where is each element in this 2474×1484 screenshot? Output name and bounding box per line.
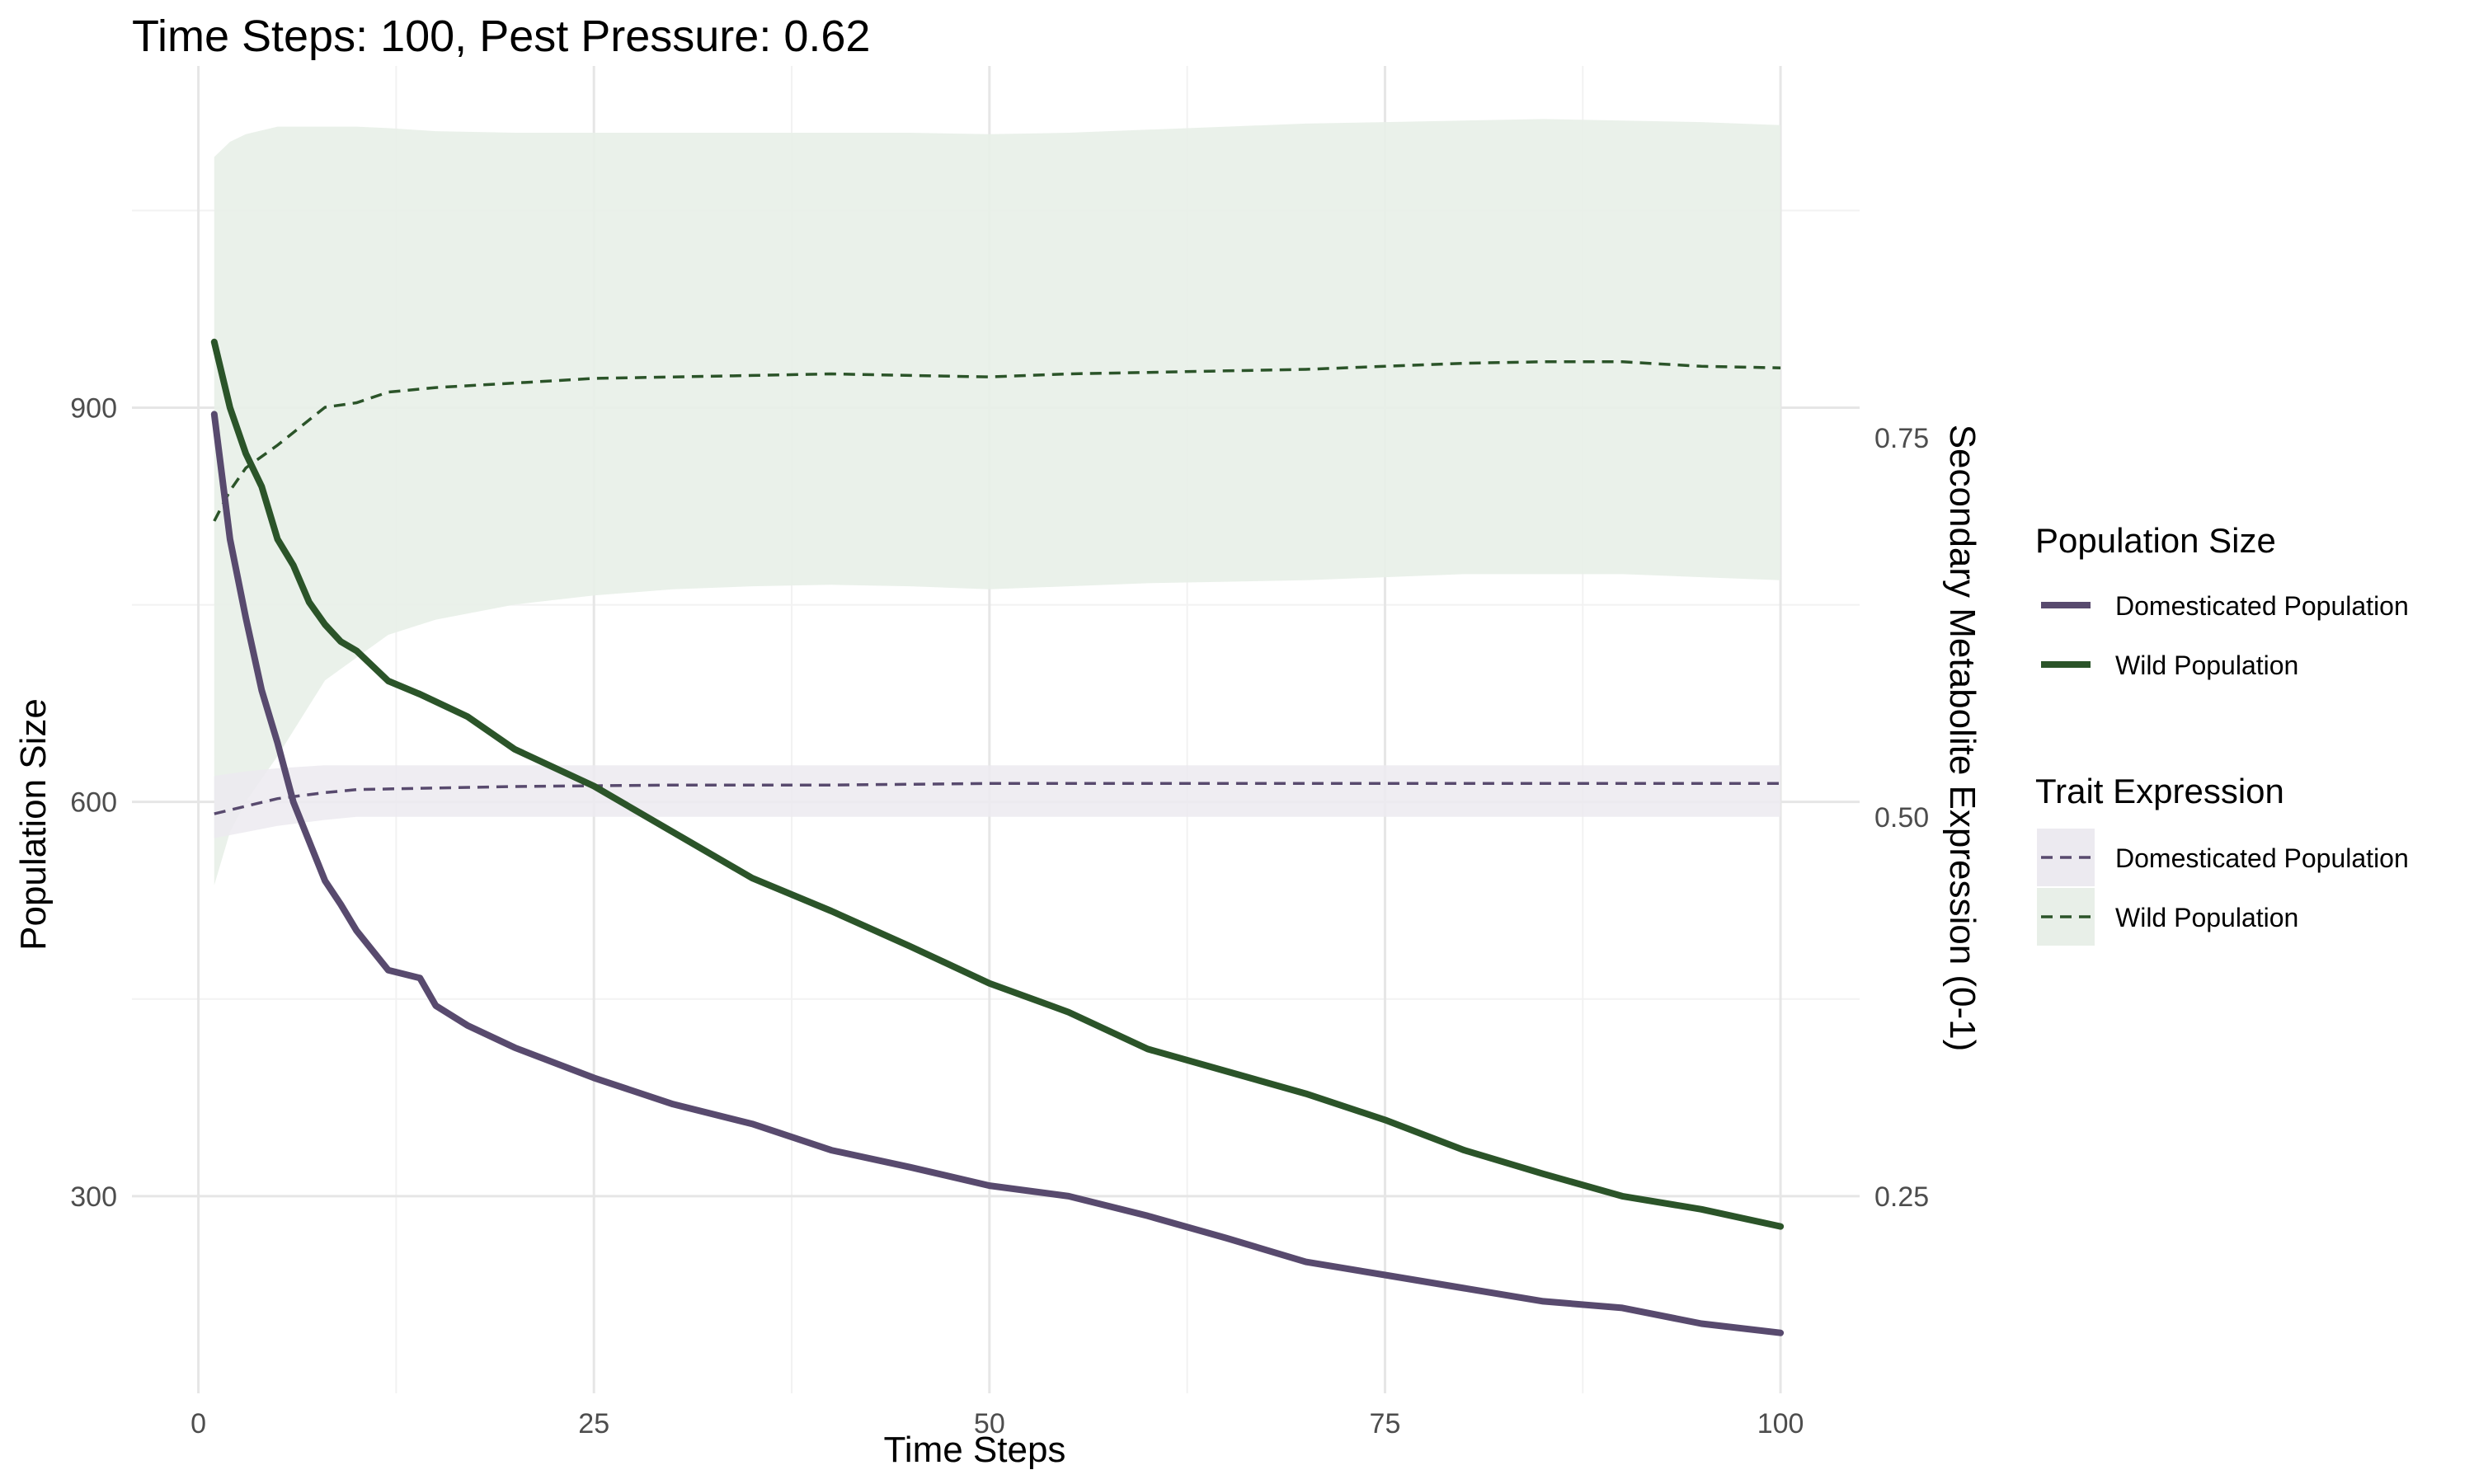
y2-tick-label: 0.50 <box>1874 802 1929 834</box>
band-domesticated-trait <box>214 765 1781 838</box>
series-lines <box>210 338 1785 1336</box>
trait-line-wild <box>213 360 1781 522</box>
chart-title: Time Steps: 100, Pest Pressure: 0.62 <box>132 12 870 61</box>
y-axis-title: Population Size <box>13 698 54 951</box>
y2-tick-label: 0.75 <box>1874 423 1929 454</box>
x-tick-label: 50 <box>974 1408 1005 1439</box>
y-tick-label: 900 <box>70 392 117 424</box>
legend-label-wild-trait: Wild Population <box>2115 903 2298 932</box>
x-tick-label: 100 <box>1757 1408 1804 1439</box>
y2-tick-label: 0.25 <box>1874 1181 1929 1213</box>
legend-label-domesticated-trait: Domesticated Population <box>2115 843 2409 873</box>
tick-labels: 0 25 50 75 100 300 600 900 0.25 0.50 0.75 <box>70 392 1929 1439</box>
legend-label-wild-population: Wild Population <box>2115 650 2298 680</box>
x-tick-label: 75 <box>1370 1408 1401 1439</box>
legend-title-population: Population Size <box>2035 521 2276 560</box>
y-tick-label: 300 <box>70 1181 117 1213</box>
legend: Population Size Domesticated Population … <box>2035 521 2409 946</box>
legend-title-trait: Trait Expression <box>2035 772 2284 810</box>
x-axis-title: Time Steps <box>884 1430 1066 1470</box>
x-tick-label: 0 <box>190 1408 206 1439</box>
x-tick-label: 25 <box>578 1408 609 1439</box>
trait-bands <box>214 119 1781 885</box>
y2-axis-title: Secondary Metabolite Expression (0-1) <box>1942 425 1982 1052</box>
population-line-wild <box>210 338 1785 1230</box>
legend-label-domesticated-population: Domesticated Population <box>2115 591 2409 621</box>
population-line-domesticated <box>210 411 1785 1336</box>
y-tick-label: 600 <box>70 787 117 819</box>
band-wild-trait <box>214 119 1781 885</box>
